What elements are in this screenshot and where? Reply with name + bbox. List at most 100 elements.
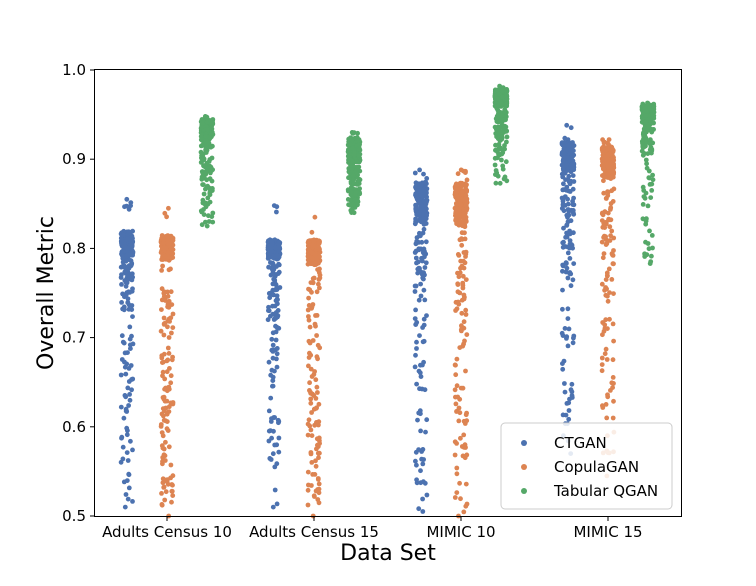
data-point — [461, 509, 467, 515]
data-point — [412, 364, 418, 370]
data-point — [610, 170, 616, 175]
y-tick-label: 0.7 — [62, 329, 86, 347]
data-point — [569, 242, 575, 248]
data-point — [170, 493, 176, 498]
data-point — [169, 488, 175, 494]
data-point — [206, 219, 212, 224]
data-point — [315, 390, 320, 395]
data-point — [313, 458, 318, 464]
data-point — [306, 317, 312, 323]
x-tick-label: Adults Census 10 — [102, 523, 232, 541]
data-point — [413, 255, 419, 261]
data-point — [310, 256, 316, 262]
data-point — [277, 285, 283, 290]
data-point — [641, 194, 647, 200]
data-point — [310, 280, 316, 286]
data-point — [497, 83, 502, 89]
data-point — [503, 117, 508, 123]
data-point — [209, 178, 215, 184]
data-point — [274, 346, 280, 351]
y-tick-label: 0.9 — [62, 150, 86, 168]
data-point — [499, 101, 505, 107]
data-point — [119, 333, 125, 339]
data-point — [599, 239, 605, 245]
data-point — [568, 283, 574, 289]
data-point — [311, 493, 317, 499]
data-point — [160, 369, 166, 375]
data-point — [418, 480, 424, 486]
data-point — [566, 416, 572, 422]
data-point — [650, 177, 656, 183]
data-point — [646, 168, 652, 174]
data-point — [166, 404, 172, 410]
data-point — [424, 492, 430, 498]
data-point — [169, 482, 175, 487]
data-point — [347, 141, 353, 147]
data-point — [166, 205, 171, 211]
data-point — [308, 366, 314, 372]
data-point — [610, 261, 616, 267]
data-point — [609, 277, 615, 282]
data-point — [569, 389, 575, 395]
data-point — [559, 195, 565, 201]
data-point — [645, 203, 651, 209]
data-point — [350, 146, 356, 151]
data-point — [204, 177, 210, 183]
data-point — [421, 216, 426, 222]
data-point — [460, 453, 466, 459]
data-point — [420, 339, 426, 345]
data-point — [420, 496, 425, 502]
data-point — [643, 135, 649, 141]
data-point — [125, 236, 130, 242]
data-point — [418, 374, 424, 379]
data-point — [454, 471, 460, 477]
data-point — [315, 442, 320, 448]
data-point — [560, 244, 566, 250]
data-point — [118, 459, 124, 465]
data-point — [159, 233, 165, 238]
data-point — [163, 418, 169, 424]
data-point — [608, 150, 613, 155]
data-point — [276, 419, 282, 424]
data-point — [495, 115, 500, 121]
data-point — [603, 402, 609, 407]
data-point — [165, 233, 170, 239]
data-point — [462, 421, 468, 426]
y-axis-label: Overall Metric — [34, 216, 59, 370]
data-point — [355, 130, 360, 136]
data-point — [417, 386, 422, 392]
data-point — [305, 432, 311, 438]
data-point — [495, 149, 500, 155]
data-point — [459, 263, 465, 269]
data-point — [641, 151, 647, 156]
data-point — [316, 435, 322, 441]
data-point — [130, 499, 135, 504]
data-point — [351, 177, 356, 182]
data-point — [274, 324, 280, 330]
data-point — [310, 338, 316, 343]
data-point — [606, 137, 612, 143]
data-point — [158, 250, 164, 256]
data-point — [416, 506, 422, 512]
data-point — [647, 141, 653, 146]
data-point — [130, 228, 136, 234]
data-point — [560, 240, 566, 246]
data-point — [609, 228, 615, 234]
data-point — [600, 320, 606, 325]
data-point — [123, 492, 129, 497]
data-point — [356, 138, 362, 143]
data-point — [170, 311, 176, 317]
data-point — [208, 118, 214, 124]
data-point — [129, 236, 135, 242]
data-point — [561, 150, 567, 156]
data-point — [198, 143, 204, 149]
data-point — [461, 292, 467, 298]
data-point — [606, 266, 612, 272]
data-point — [601, 328, 607, 334]
data-point — [454, 221, 459, 227]
data-point — [452, 362, 458, 368]
data-point — [458, 496, 463, 502]
data-point — [122, 504, 128, 510]
data-point — [561, 358, 567, 364]
data-point — [206, 213, 211, 219]
